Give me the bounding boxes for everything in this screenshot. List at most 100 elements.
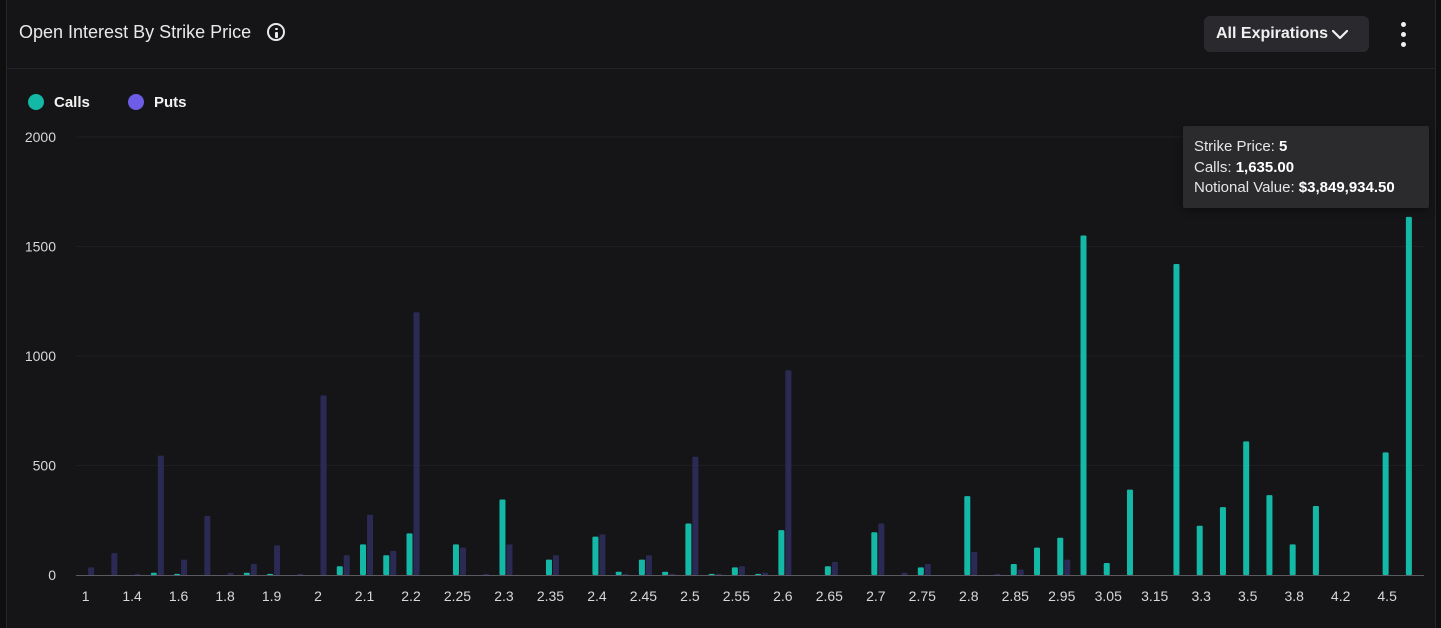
calls-bar[interactable]: [267, 573, 274, 575]
puts-bar[interactable]: [738, 566, 745, 575]
puts-bar[interactable]: [785, 370, 792, 575]
puts-bar[interactable]: [924, 564, 931, 575]
puts-bar[interactable]: [88, 567, 95, 575]
puts-bar[interactable]: [204, 515, 211, 575]
calls-bar[interactable]: [778, 530, 785, 575]
y-tick-label: 2000: [25, 129, 56, 145]
calls-bar[interactable]: [383, 555, 390, 575]
info-icon[interactable]: [267, 23, 285, 41]
puts-bar[interactable]: [692, 456, 699, 575]
calls-bar[interactable]: [1289, 544, 1296, 575]
calls-bar[interactable]: [1312, 506, 1319, 575]
calls-bar[interactable]: [452, 544, 459, 575]
puts-bar[interactable]: [1064, 559, 1071, 575]
calls-bar[interactable]: [755, 573, 762, 575]
calls-bar[interactable]: [708, 573, 715, 575]
calls-bar[interactable]: [917, 567, 924, 575]
x-tick-label: 1.8: [215, 588, 235, 604]
puts-bar[interactable]: [1017, 569, 1024, 575]
puts-bar[interactable]: [181, 559, 188, 575]
y-tick-label: 500: [33, 458, 57, 474]
tooltip-strike-label: Strike Price:: [1194, 138, 1275, 155]
chevron-down-icon: [1331, 29, 1349, 40]
y-tick-label: 0: [48, 567, 56, 583]
puts-bar[interactable]: [971, 552, 978, 575]
puts-bar[interactable]: [297, 573, 304, 575]
calls-bar[interactable]: [1034, 547, 1041, 575]
calls-bar[interactable]: [174, 573, 181, 575]
calls-bar[interactable]: [1405, 216, 1412, 575]
expirations-dropdown-label: All Expirations: [1216, 25, 1329, 42]
puts-bar[interactable]: [762, 572, 769, 575]
tooltip-calls-value: 1,635.00: [1235, 159, 1295, 176]
calls-bar[interactable]: [545, 559, 552, 575]
calls-bar[interactable]: [615, 571, 622, 575]
more-vertical-icon[interactable]: [1394, 21, 1414, 49]
calls-bar[interactable]: [1173, 264, 1180, 575]
puts-bar[interactable]: [483, 573, 490, 575]
calls-bar[interactable]: [685, 523, 692, 575]
x-tick-label: 4.2: [1331, 588, 1351, 604]
x-tick-label: 2.7: [866, 588, 886, 604]
x-tick-label: 3.15: [1141, 588, 1168, 604]
puts-bar[interactable]: [157, 455, 164, 575]
calls-bar[interactable]: [824, 566, 831, 575]
puts-bar[interactable]: [831, 561, 838, 575]
calls-bar[interactable]: [360, 544, 367, 575]
x-tick-label: 2.5: [680, 588, 700, 604]
puts-bar[interactable]: [390, 550, 397, 575]
calls-bar[interactable]: [243, 572, 250, 575]
calls-bar[interactable]: [499, 499, 506, 575]
calls-bar[interactable]: [1219, 507, 1226, 575]
calls-bar[interactable]: [336, 566, 343, 575]
puts-bar[interactable]: [459, 547, 466, 575]
tooltip-notional-label: Notional Value:: [1194, 179, 1295, 196]
puts-bar[interactable]: [320, 395, 327, 575]
calls-bar[interactable]: [1266, 495, 1273, 575]
chart-tooltip: Strike Price: 5 Calls: 1,635.00 Notional…: [1183, 126, 1429, 208]
calls-bar[interactable]: [964, 496, 971, 575]
calls-bar[interactable]: [731, 567, 738, 575]
tooltip-notional-value: $3,849,934.50: [1298, 179, 1395, 196]
puts-bar[interactable]: [669, 573, 676, 575]
calls-bar[interactable]: [1243, 441, 1250, 575]
puts-bar[interactable]: [413, 312, 420, 575]
calls-bar[interactable]: [1080, 235, 1087, 576]
x-tick-label: 1.4: [122, 588, 142, 604]
puts-bar[interactable]: [227, 572, 234, 575]
calls-bar[interactable]: [1382, 452, 1389, 575]
calls-bar[interactable]: [871, 532, 878, 575]
puts-bar[interactable]: [506, 544, 513, 575]
puts-bar[interactable]: [599, 534, 606, 575]
calls-bar[interactable]: [1196, 525, 1203, 575]
calls-bar[interactable]: [1057, 537, 1064, 575]
puts-bar[interactable]: [343, 555, 350, 575]
calls-bar[interactable]: [1126, 489, 1133, 575]
puts-bar[interactable]: [645, 555, 652, 575]
calls-bar[interactable]: [406, 533, 413, 575]
calls-bar[interactable]: [592, 536, 599, 575]
puts-bar[interactable]: [715, 573, 722, 575]
puts-bar[interactable]: [552, 555, 559, 575]
puts-bar[interactable]: [274, 545, 281, 575]
expirations-dropdown[interactable]: All Expirations: [1204, 16, 1369, 52]
calls-bar[interactable]: [1010, 564, 1017, 575]
calls-bar[interactable]: [150, 572, 157, 575]
puts-bar[interactable]: [994, 573, 1001, 575]
puts-bar[interactable]: [250, 564, 257, 575]
puts-bar[interactable]: [367, 514, 374, 575]
panel-title: Open Interest By Strike Price: [19, 22, 252, 42]
puts-bar[interactable]: [134, 573, 141, 575]
puts-bar[interactable]: [622, 573, 629, 575]
tooltip-calls-label: Calls:: [1194, 159, 1232, 176]
calls-bar[interactable]: [662, 571, 669, 575]
puts-bar[interactable]: [111, 553, 118, 575]
puts-bar[interactable]: [901, 572, 908, 575]
x-tick-label: 2.35: [537, 588, 564, 604]
y-tick-label: 1500: [25, 239, 56, 255]
calls-bar[interactable]: [638, 559, 645, 575]
x-tick-label: 2.6: [773, 588, 793, 604]
puts-bar[interactable]: [878, 523, 885, 575]
tooltip-strike-row: Strike Price: 5: [1194, 138, 1287, 155]
calls-bar[interactable]: [1103, 562, 1110, 575]
